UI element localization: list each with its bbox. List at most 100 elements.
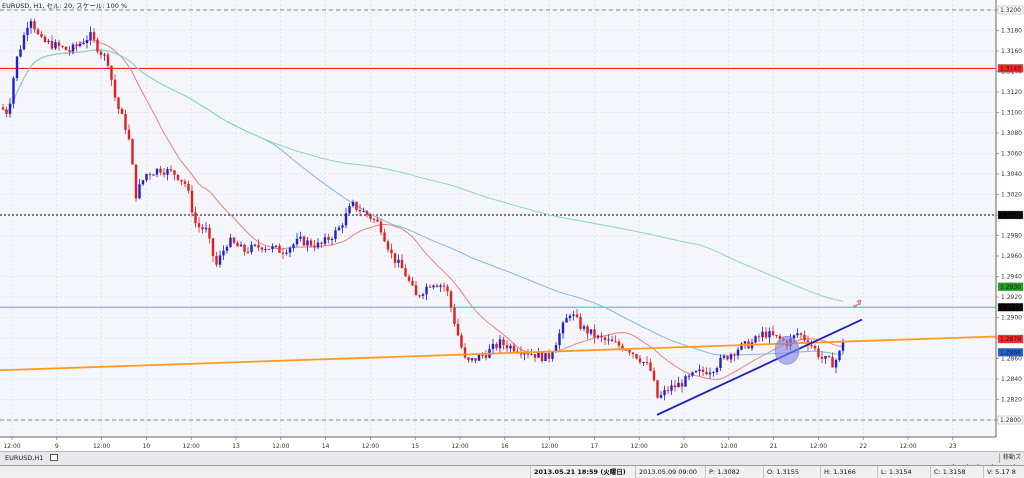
price-axis-background[interactable]: [997, 0, 1024, 451]
candle-body: [470, 358, 474, 361]
candle-body: [54, 42, 57, 49]
candle-body: [341, 225, 344, 228]
candle-body: [754, 336, 757, 343]
candle-body: [621, 345, 624, 350]
candle-body: [523, 353, 526, 355]
time-axis-background[interactable]: [0, 438, 996, 451]
time-tick-label: 13: [232, 443, 240, 450]
candle-body: [743, 341, 747, 344]
candle-body: [803, 334, 806, 341]
candle-body: [278, 245, 281, 253]
horizontal-lines: [0, 9, 996, 421]
candle-body: [638, 358, 642, 363]
price-tick-label: 1.2820: [1001, 397, 1022, 404]
candle-body: [600, 335, 603, 338]
candle-body: [68, 49, 71, 52]
candle-body: [432, 285, 435, 288]
candle-body: [393, 253, 397, 263]
blue-trendline: [656, 318, 863, 416]
candle-body: [344, 213, 348, 226]
candle-body: [691, 372, 694, 376]
candle-body: [330, 238, 334, 241]
candle-body: [40, 34, 43, 37]
candle-body: [628, 349, 631, 353]
candle-body: [498, 339, 502, 349]
candle-body: [176, 174, 180, 180]
candle-body: [428, 286, 432, 288]
candle-body: [47, 40, 50, 42]
candle-body: [222, 250, 225, 256]
candle-body: [817, 348, 820, 358]
candle-body: [827, 356, 831, 358]
candle-body: [120, 108, 124, 114]
time-tick-label: 12:00: [93, 443, 110, 450]
candle-body: [85, 40, 89, 44]
candle-body: [446, 286, 449, 292]
status-bar: 2013.05.21 18:59 (火曜日) 2013.05.09 09:00 …: [0, 465, 1024, 478]
candle-body: [243, 244, 246, 252]
status-high: H: 1.3166: [820, 466, 856, 478]
candle-body: [684, 376, 687, 387]
candle-body: [5, 109, 8, 114]
candle-body: [71, 44, 75, 52]
candle-body: [323, 237, 327, 244]
price-marker: [997, 415, 1024, 425]
candle-body: [271, 246, 274, 250]
candle-body: [694, 371, 698, 373]
price-tick-label: 1.2860: [1001, 356, 1022, 363]
candle-body: [169, 169, 173, 171]
candlesticks: [1, 18, 845, 401]
candle-body: [603, 337, 607, 340]
candle-body: [610, 339, 614, 342]
candle-body: [813, 345, 817, 349]
candle-body: [544, 353, 547, 362]
candle-body: [736, 349, 740, 356]
candle-body: [670, 385, 673, 391]
candle-body: [705, 371, 708, 375]
highlight-ellipse: [774, 335, 800, 365]
price-marker: [997, 334, 1024, 344]
candle-body: [75, 44, 78, 47]
time-tick-label: 20: [680, 443, 688, 450]
candle-body: [407, 276, 411, 281]
zoom-button[interactable]: 移動ズーム: [999, 453, 1024, 471]
candle-body: [96, 39, 99, 52]
candle-body: [383, 232, 386, 242]
candle-body: [197, 223, 201, 228]
candle-body: [190, 190, 194, 213]
chart-symbol-info: EURUSD, H1, セル: 20, スケール: 100 %: [2, 2, 127, 10]
candle-body: [565, 318, 568, 323]
candle-body: [729, 354, 733, 360]
candle-body: [453, 307, 456, 324]
candle-body: [369, 214, 372, 219]
price-tick-label: 1.3100: [1001, 110, 1022, 117]
candle-body: [649, 362, 652, 371]
candle-body: [792, 335, 796, 339]
time-axis: 12:00 9 12:00 10 12:00 13 12:00 14 12:00 15 12:00 1…: [3, 437, 957, 450]
price-tick-label: 1.2900: [1001, 315, 1022, 322]
candle-body: [187, 183, 190, 191]
candle-body: [232, 237, 236, 243]
chart-tab-eurusd[interactable]: EURUSD,H1: [5, 454, 44, 462]
candle-body: [460, 335, 463, 348]
candle-body: [561, 322, 565, 334]
price-chart[interactable]: 1.32001.31801.31601.31401.31201.31001.30…: [0, 0, 1024, 451]
time-tick-label: 12:00: [720, 443, 737, 450]
candle-body: [463, 347, 467, 358]
candle-body: [110, 65, 113, 80]
candle-body: [740, 343, 743, 350]
tab-navigation: ◀ ◀ ▶ ▶: [947, 453, 998, 470]
candle-body: [820, 357, 824, 359]
moving-average-slow: [2, 49, 844, 302]
candle-body: [12, 78, 15, 104]
candle-body: [215, 256, 218, 265]
time-tick-label: 12:00: [810, 443, 827, 450]
chart-window-icon[interactable]: [50, 454, 58, 461]
candle-body: [281, 252, 285, 254]
candle-body: [715, 367, 719, 373]
status-bar-time: 2013.05.09 09:00: [635, 466, 697, 478]
candle-body: [337, 227, 341, 231]
candle-body: [253, 244, 257, 246]
chart-background: [0, 0, 996, 437]
candle-body: [505, 345, 509, 349]
